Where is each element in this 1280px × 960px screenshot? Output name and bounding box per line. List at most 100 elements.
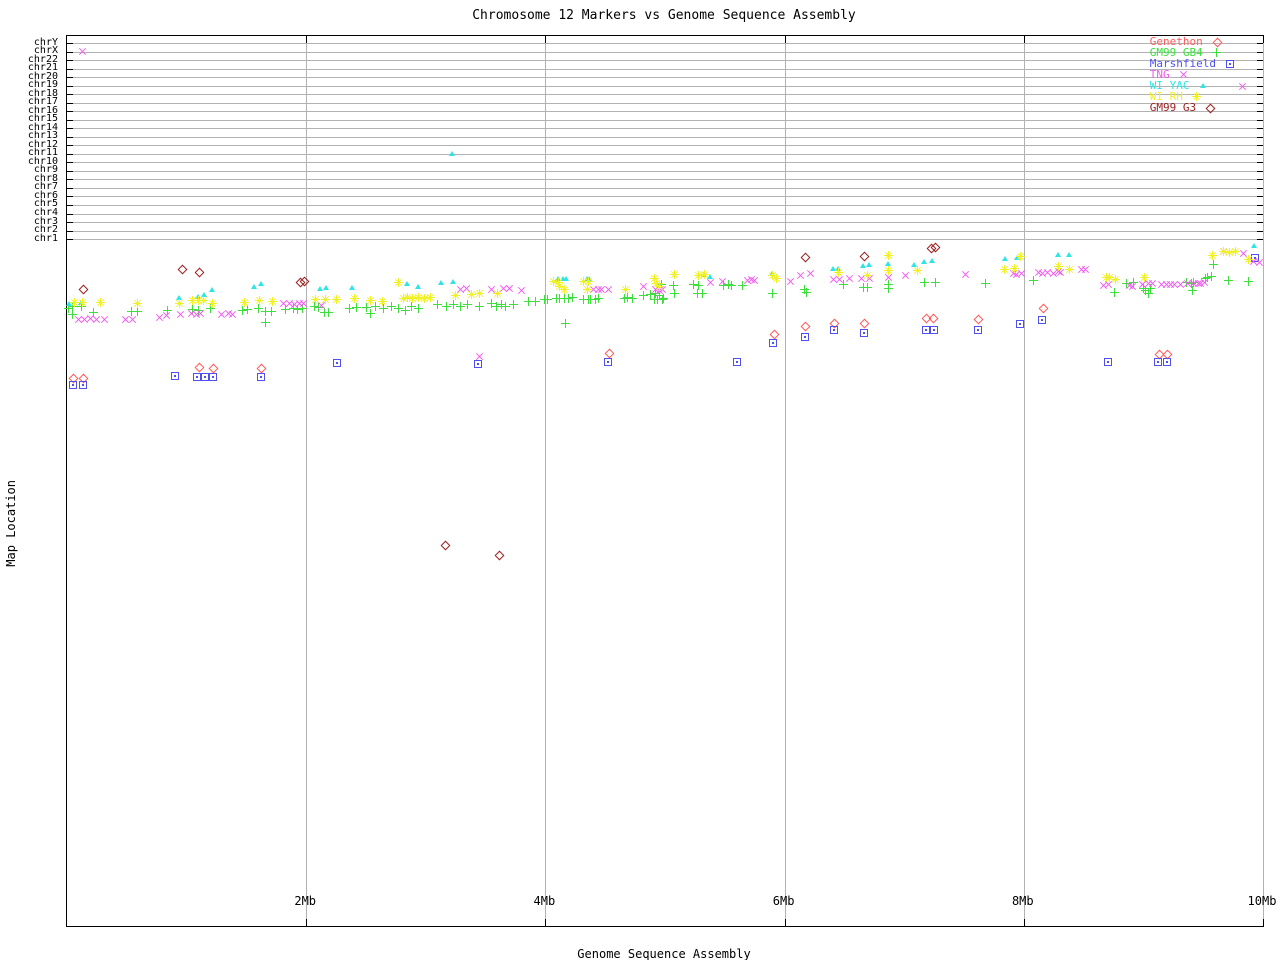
- data-point-wi_rh: [771, 273, 781, 283]
- data-point-genethon: [973, 314, 984, 325]
- data-point-wi_yac: [250, 282, 260, 292]
- y-tick-mark: [67, 170, 73, 172]
- legend-row: WI RH: [1150, 90, 1244, 103]
- y-tick-mark: [1257, 170, 1263, 172]
- x-tick-mark: [545, 919, 547, 926]
- data-point-gm99_gb4: [543, 294, 553, 304]
- data-point-gm99_gb4: [371, 301, 381, 311]
- data-point-tng: [1199, 277, 1209, 287]
- chromosome-gridline: [67, 128, 1263, 130]
- data-point-marshfield: [768, 338, 778, 348]
- data-point-gm99_gb4: [414, 303, 424, 313]
- data-point-tng: [960, 269, 970, 279]
- data-point-gm99_gb4: [568, 292, 578, 302]
- data-point-gm99_gb4: [1203, 272, 1213, 282]
- data-point-wi_rh: [414, 292, 424, 302]
- x-tick-mark: [1263, 919, 1264, 926]
- y-tick-mark: [67, 239, 73, 241]
- data-point-wi_rh: [1244, 254, 1254, 264]
- chromosome-gridline: [67, 51, 1263, 53]
- chromosome-gridline: [67, 85, 1263, 87]
- data-point-tng: [786, 276, 796, 286]
- data-point-genethon: [859, 318, 869, 329]
- data-point-tng: [475, 351, 485, 361]
- data-point-wi_rh: [862, 270, 872, 280]
- data-point-gm99_gb4: [670, 288, 680, 298]
- data-point-wi_yac: [436, 278, 446, 288]
- y-tick-label: chr19: [27, 79, 58, 91]
- data-point-gm99_gb4: [393, 303, 403, 313]
- data-point-gm99_gb4: [800, 284, 810, 294]
- data-point-gm99_gb4: [838, 279, 848, 289]
- data-point-genethon: [928, 313, 939, 324]
- data-point-tng: [1254, 257, 1264, 267]
- mb-gridline: [1263, 36, 1264, 926]
- data-point-gm99_gb4: [1143, 288, 1153, 298]
- data-point-gm99_gb4: [1186, 278, 1196, 288]
- y-tick-mark: [1257, 77, 1263, 79]
- data-point-gm99_gb4: [496, 299, 506, 309]
- data-point-wi_rh: [475, 288, 485, 298]
- data-point-gm99_gb4: [293, 304, 303, 314]
- y-tick-label: chr9: [33, 164, 58, 176]
- y-tick-mark: [67, 102, 73, 104]
- y-tick-label: chr6: [33, 189, 58, 201]
- x-tick-label: 4Mb: [533, 894, 556, 908]
- data-point-wi_rh: [583, 276, 593, 286]
- x-tick-label: 2Mb: [294, 894, 317, 908]
- data-point-marshfield: [1015, 319, 1025, 329]
- chromosome-gridline: [67, 153, 1263, 155]
- data-point-wi_rh: [451, 290, 461, 300]
- data-point-wi_yac: [257, 279, 267, 289]
- y-tick-mark: [67, 153, 73, 155]
- data-point-gm99_gb4: [563, 293, 573, 303]
- data-point-wi_yac: [448, 277, 458, 287]
- y-tick-mark: [67, 162, 73, 164]
- data-point-gm99_g3: [299, 276, 310, 287]
- chromosome-gridline: [67, 187, 1263, 189]
- data-point-tng: [750, 275, 760, 285]
- x-tick-mark: [306, 919, 308, 926]
- data-point-wi_yac: [200, 290, 210, 300]
- data-point-marshfield: [973, 325, 983, 335]
- data-point-gm99_gb4: [68, 301, 78, 311]
- data-point-gm99_gb4: [298, 303, 308, 313]
- data-point-gm99_gb4: [1141, 285, 1151, 295]
- data-point-wi_rh: [239, 297, 249, 307]
- data-point-marshfield: [1103, 357, 1113, 367]
- data-point-gm99_gb4: [63, 303, 73, 313]
- data-point-gm99_gb4: [351, 302, 361, 312]
- data-point-wi_yac: [414, 282, 424, 292]
- data-point-wi_rh: [579, 276, 589, 286]
- data-point-gm99_gb4: [76, 301, 86, 311]
- data-point-marshfield: [859, 328, 869, 338]
- chromosome-gridline: [67, 196, 1263, 198]
- y-tick-mark: [1257, 145, 1263, 147]
- data-point-tng: [128, 314, 138, 324]
- data-point-gm99_gb4: [930, 277, 940, 287]
- data-point-gm99_gb4: [386, 301, 396, 311]
- data-point-gm99_gb4: [768, 288, 778, 298]
- chromosome-gridline: [67, 170, 1263, 172]
- y-tick-mark: [1257, 187, 1263, 189]
- data-point-tng: [299, 298, 309, 308]
- chromosome-gridline: [67, 111, 1263, 113]
- data-point-marshfield: [200, 372, 210, 382]
- data-point-wi_yac: [1064, 250, 1074, 260]
- data-point-marshfield: [170, 371, 180, 381]
- y-tick-mark: [1257, 196, 1263, 198]
- y-tick-label: chr21: [27, 62, 58, 74]
- data-point-wi_rh: [768, 270, 778, 280]
- y-tick-mark: [67, 196, 73, 198]
- y-tick-mark: [67, 60, 73, 62]
- data-point-gm99_gb4: [406, 301, 416, 311]
- data-point-gm99_gb4: [1146, 283, 1156, 293]
- data-point-gm99_gb4: [261, 317, 271, 327]
- y-tick-mark: [67, 187, 73, 189]
- data-point-wi_rh: [466, 289, 476, 299]
- data-point-gm99_gb4: [561, 318, 571, 328]
- x-tick-label: 6Mb: [772, 894, 795, 908]
- data-point-wi_rh: [649, 273, 659, 283]
- data-point-gm99_gb4: [884, 283, 894, 293]
- data-point-wi_rh: [426, 292, 436, 302]
